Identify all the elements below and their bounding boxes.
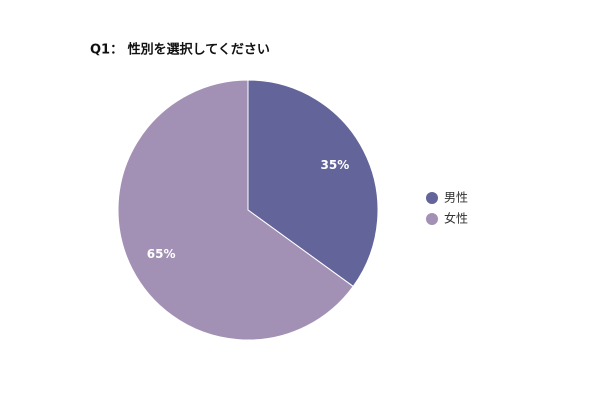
slice-label: 35% bbox=[321, 158, 350, 172]
pie-slice bbox=[247, 79, 379, 288]
legend-marker bbox=[426, 192, 438, 204]
pie-slice bbox=[117, 79, 354, 341]
slice-label: 65% bbox=[147, 247, 176, 261]
legend-marker bbox=[426, 213, 438, 225]
chart-title: Q1： 性別を選択してください bbox=[90, 42, 270, 58]
legend-label: 男性 bbox=[444, 191, 468, 205]
legend-label: 女性 bbox=[444, 211, 468, 226]
